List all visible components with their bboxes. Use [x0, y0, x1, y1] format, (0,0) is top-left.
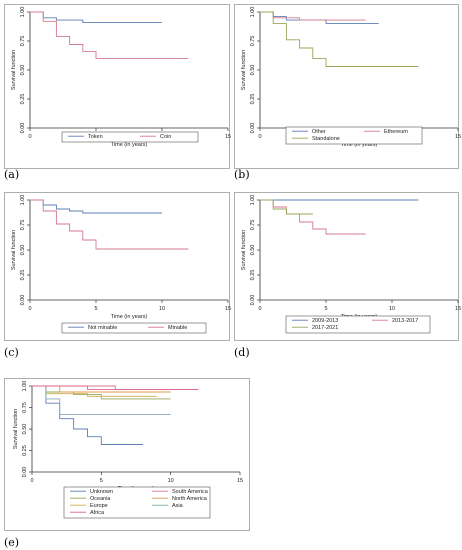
y-tick-label: 1.00	[20, 7, 26, 18]
chart-panel-3: 0.00 0.25 0.50 0.75 1.00 0 5 10 15 Time (in years…	[4, 192, 231, 341]
x-tick-label: 5	[94, 306, 97, 312]
x-tick-label: 5	[324, 306, 327, 312]
x-tick-label: 10	[159, 306, 165, 312]
y-tick-label: 0.00	[250, 295, 256, 306]
x-tick-label: 0	[30, 478, 33, 484]
y-tick-label: 0.25	[250, 270, 256, 281]
legend-label: Token	[88, 134, 103, 140]
y-tick-label: 0.75	[20, 220, 26, 231]
y-tick-label: 1.00	[22, 381, 28, 392]
legend-label: Unknown	[90, 489, 113, 495]
legend-label: Asia	[172, 503, 184, 509]
legend: Unknown South America Oceania North America…	[63, 486, 211, 519]
y-tick-label: 0.00	[20, 123, 26, 134]
y-tick-label: 1.00	[20, 195, 26, 206]
panel-label: (c)	[4, 346, 19, 359]
x-tick-label: 10	[389, 306, 395, 312]
legend-frame	[61, 322, 207, 334]
y-tick-label: 0.75	[22, 402, 28, 413]
x-tick-label: 10	[168, 478, 174, 484]
legend: Other Ethereum Standalone	[285, 126, 423, 145]
y-tick-label: 0.75	[250, 36, 256, 47]
legend-frame	[285, 315, 431, 334]
x-tick-label: 15	[237, 478, 243, 484]
y-tick-label: 0.00	[22, 467, 28, 478]
legend-label: Minable	[168, 325, 187, 331]
legend-label: Coin	[160, 134, 171, 140]
legend-label: Standalone	[312, 136, 340, 142]
legend-frame	[285, 126, 423, 145]
legend: Not minable Minable	[61, 322, 207, 334]
y-axis-title: Survival function	[11, 230, 17, 270]
legend-label: 2013-2017	[392, 318, 418, 324]
y-tick-label: 0.50	[22, 424, 28, 435]
series-line-standalone	[260, 11, 419, 67]
x-tick-label: 15	[225, 134, 231, 140]
legend: Token Coin	[61, 131, 199, 143]
legend-label: Ethereum	[384, 129, 408, 135]
legend-label: 2017-2021	[312, 325, 338, 331]
y-axis-title: Survival function	[241, 50, 247, 90]
y-axis-title: Survival function	[241, 230, 247, 270]
panel-label: (e)	[4, 536, 19, 549]
x-tick-label: 0	[28, 134, 31, 140]
x-axis-title: Time (in years)	[341, 142, 378, 148]
panel-label: (b)	[234, 168, 250, 181]
y-tick-label: 0.50	[20, 245, 26, 256]
legend-label: South America	[172, 489, 209, 495]
y-tick-label: 0.25	[20, 270, 26, 281]
y-axis-title: Survival function	[13, 409, 19, 449]
x-tick-label: 0	[28, 306, 31, 312]
y-tick-label: 0.75	[20, 36, 26, 47]
legend-label: 2009-2013	[312, 318, 338, 324]
panel-frame	[4, 192, 230, 341]
legend-frame	[63, 486, 211, 519]
y-tick-label: 1.00	[250, 7, 256, 18]
x-tick-label: 0	[258, 134, 261, 140]
x-axis-title: Time (in years)	[111, 142, 148, 148]
panel-label: (d)	[234, 346, 250, 359]
x-tick-label: 15	[455, 306, 461, 312]
series-line-minable	[30, 199, 189, 250]
series-line-2017-2021	[260, 199, 313, 215]
series-line-unknown	[32, 385, 143, 445]
y-tick-label: 1.00	[250, 195, 256, 206]
x-tick-label: 0	[258, 306, 261, 312]
y-tick-label: 0.25	[20, 94, 26, 105]
x-tick-label: 5	[100, 478, 103, 484]
y-tick-label: 0.00	[250, 123, 256, 134]
legend: 2009-2013 2013-2017 2017-2021	[285, 315, 431, 334]
series-line-coin	[30, 11, 189, 59]
x-tick-label: 15	[455, 134, 461, 140]
y-tick-label: 0.00	[20, 295, 26, 306]
legend-frame	[61, 131, 199, 143]
y-tick-label: 0.75	[250, 220, 256, 231]
legend-label: Not minable	[88, 325, 117, 331]
legend-label: Oceania	[90, 496, 111, 502]
y-tick-label: 0.25	[250, 94, 256, 105]
y-tick-label: 0.50	[250, 65, 256, 76]
y-tick-label: 0.50	[20, 65, 26, 76]
legend-label: Other	[312, 129, 326, 135]
x-tick-label: 15	[225, 306, 231, 312]
y-tick-label: 0.50	[250, 245, 256, 256]
y-tick-label: 0.25	[22, 445, 28, 456]
legend-label: Europe	[90, 503, 108, 509]
panel-label: (a)	[4, 168, 19, 181]
y-axis-title: Survival function	[11, 50, 17, 90]
legend-label: North America	[172, 496, 208, 502]
series-line-africa	[32, 385, 199, 390]
x-axis-title: Time (in years)	[111, 314, 148, 320]
legend-label: Africa	[90, 510, 105, 516]
